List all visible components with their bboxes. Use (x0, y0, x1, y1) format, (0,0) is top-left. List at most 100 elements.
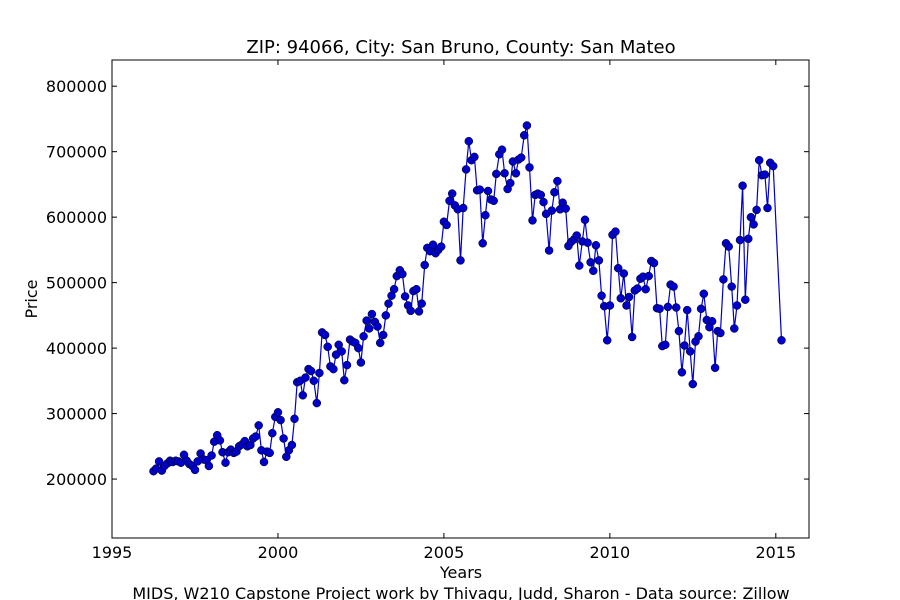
data-point (364, 324, 374, 333)
data-point (553, 176, 562, 186)
data-point (492, 169, 501, 179)
x-axis-label: Years (439, 563, 482, 582)
data-point (624, 292, 634, 302)
data-point (627, 332, 637, 342)
data-point (613, 263, 623, 273)
data-point (340, 375, 349, 385)
data-point (254, 421, 263, 430)
data-point (309, 376, 319, 386)
data-point (732, 301, 742, 310)
data-point (572, 231, 581, 240)
data-point (204, 461, 214, 471)
data-point (511, 169, 521, 178)
data-point (436, 242, 446, 251)
data-point (674, 326, 684, 336)
data-point (575, 261, 584, 270)
data-point (694, 332, 703, 341)
data-point (547, 206, 557, 215)
data-point (398, 269, 407, 279)
data-point (500, 169, 509, 178)
data-point (301, 373, 310, 382)
chart-title: ZIP: 94066, City: San Bruno, County: San… (246, 37, 675, 58)
data-point (375, 338, 385, 348)
data-point (671, 303, 681, 312)
data-point (497, 145, 507, 154)
data-point (744, 234, 753, 244)
data-point (580, 215, 590, 225)
data-point (749, 220, 758, 229)
data-point (550, 188, 559, 197)
data-point (290, 414, 299, 424)
data-point (406, 306, 415, 316)
data-point (539, 197, 548, 207)
data-point (428, 240, 438, 249)
data-point (259, 457, 269, 467)
data-point (470, 152, 479, 162)
data-point (754, 155, 764, 165)
data-point (367, 309, 377, 319)
data-point (741, 295, 750, 304)
data-point (519, 131, 529, 140)
data-point (768, 161, 778, 171)
data-point (265, 448, 274, 458)
data-point (589, 266, 598, 276)
data-point (727, 282, 736, 291)
data-point (752, 205, 761, 215)
data-point (525, 163, 534, 172)
y-tick-label: 200000 (46, 470, 107, 489)
y-tick-label: 500000 (46, 274, 107, 293)
data-point (735, 235, 745, 245)
data-point (381, 311, 391, 320)
y-tick-label: 400000 (46, 339, 107, 358)
data-point (447, 189, 457, 198)
data-point (724, 242, 733, 251)
x-tick-label: 2015 (755, 543, 796, 562)
price-series-markers (149, 121, 786, 476)
data-point (359, 332, 368, 341)
data-point (251, 432, 260, 441)
data-point (378, 330, 388, 340)
y-axis-label: Price (22, 279, 41, 318)
data-point (389, 284, 399, 294)
data-point (483, 186, 493, 196)
data-point (716, 328, 725, 338)
data-point (384, 299, 393, 308)
data-point (661, 340, 670, 350)
y-axis: 200000 300000 400000 500000 600000 700000 8000… (46, 77, 809, 489)
data-point (677, 368, 687, 377)
data-point (602, 336, 612, 345)
y-tick-label: 300000 (46, 405, 107, 424)
data-point (710, 363, 720, 373)
data-point (655, 304, 664, 314)
data-point (649, 258, 659, 268)
data-point (586, 258, 595, 267)
data-point (362, 316, 371, 325)
data-point (412, 284, 421, 294)
data-point (622, 301, 631, 310)
data-point (276, 415, 285, 425)
data-point (273, 408, 283, 417)
data-point (738, 181, 747, 190)
data-point (489, 196, 498, 206)
y-tick-label: 700000 (46, 143, 107, 162)
data-point (268, 428, 277, 438)
data-point (215, 436, 225, 445)
data-point (633, 284, 642, 293)
data-point (329, 364, 338, 374)
data-point (696, 304, 706, 314)
data-point (669, 282, 678, 291)
data-point (594, 256, 604, 265)
data-point (597, 291, 606, 300)
data-point (591, 241, 601, 250)
data-point (719, 275, 728, 284)
data-point (730, 324, 739, 333)
data-point (298, 391, 308, 400)
data-point (561, 204, 570, 213)
y-tick-label: 800000 (46, 77, 107, 96)
data-point (221, 458, 230, 467)
data-point (644, 271, 653, 281)
data-point (528, 216, 537, 225)
data-point (356, 358, 366, 367)
data-point (400, 292, 410, 301)
data-point (320, 330, 330, 340)
